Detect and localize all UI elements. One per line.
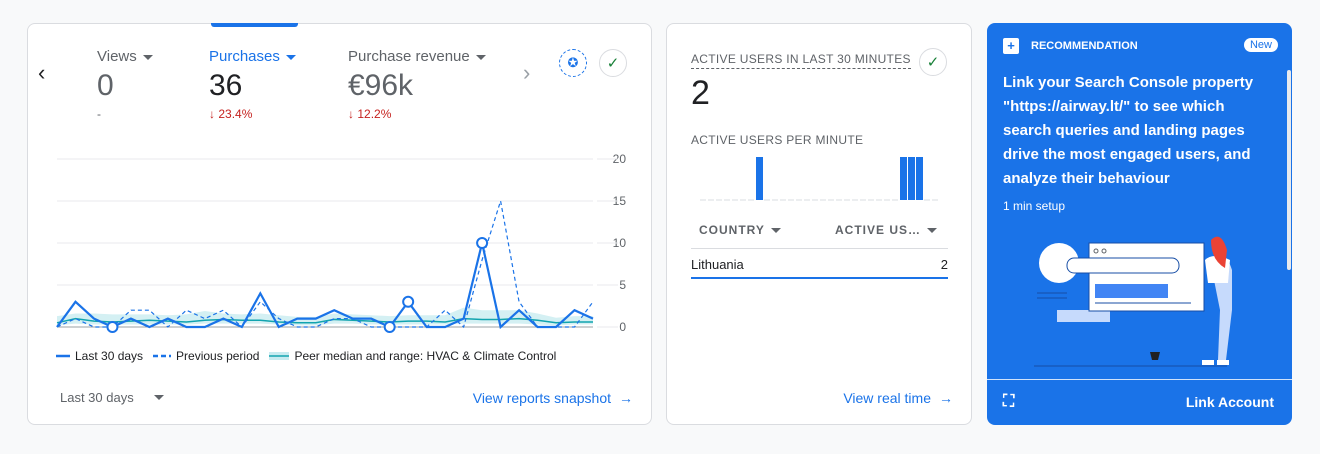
- peer-median-line: [56, 317, 593, 324]
- metric-value: 36: [209, 69, 243, 102]
- metric-views[interactable]: Views 0 -: [97, 48, 153, 121]
- arrow-right-icon: →: [619, 390, 633, 406]
- metric-change: 23.4%: [218, 107, 253, 121]
- metric-change: -: [97, 107, 101, 121]
- link-account-button[interactable]: Link Account: [1185, 394, 1274, 410]
- legend-peer: Peer median and range: HVAC & Climate Co…: [269, 349, 556, 363]
- caret-down-icon: [475, 54, 486, 60]
- caret-down-icon: [770, 227, 781, 233]
- previous-period-line: [56, 200, 594, 329]
- x-tick-label: 15: [445, 332, 459, 334]
- y-tick-label: 20: [613, 152, 627, 166]
- minute-bar: [756, 157, 763, 200]
- x-tick-label: 08: [316, 332, 330, 334]
- y-tick-label: 5: [619, 278, 626, 292]
- data-point-marker: [402, 295, 415, 308]
- metric-change: 12.2%: [357, 107, 392, 121]
- recommendation-icon: +: [1003, 38, 1019, 54]
- y-tick-label: 0: [619, 320, 626, 334]
- data-point-marker: [106, 321, 119, 333]
- per-minute-chart: [700, 157, 938, 201]
- x-tick-label: 01: [186, 332, 200, 334]
- users-cell: 2: [940, 257, 948, 272]
- legend-previous: Previous period: [153, 349, 259, 363]
- legend-current: Last 30 days: [56, 349, 143, 363]
- arrow-down-icon: ↓: [209, 107, 219, 121]
- date-range-select[interactable]: Last 30 days: [60, 390, 164, 405]
- data-point-marker: [476, 237, 489, 249]
- per-minute-label: ACTIVE USERS PER MINUTE: [691, 133, 864, 147]
- expand-icon[interactable]: ⛶: [1003, 393, 1015, 410]
- caret-down-icon: [285, 54, 296, 60]
- setup-time: 1 min setup: [1003, 199, 1066, 213]
- minute-bar: [908, 157, 915, 200]
- metric-purchase-revenue[interactable]: Purchase revenue €96k ↓ 12.2%: [348, 48, 486, 121]
- active-tab-indicator: [211, 23, 298, 27]
- arrow-right-icon: →: [939, 390, 953, 406]
- caret-down-icon: [153, 395, 164, 400]
- recommendation-card: + RECOMMENDATION New Link your Search Co…: [987, 23, 1292, 425]
- caret-down-icon: [927, 227, 938, 233]
- recommendation-text: Link your Search Console property "https…: [1003, 74, 1254, 187]
- metric-label: Purchase revenue: [348, 48, 470, 65]
- last-30-days-line: [56, 242, 594, 330]
- y-tick-label: 15: [613, 194, 627, 208]
- medal-icon[interactable]: ✪: [559, 49, 587, 77]
- metric-label: Purchases: [209, 48, 280, 65]
- country-cell: Lithuania: [691, 257, 744, 272]
- link-label: View real time: [843, 390, 931, 406]
- legend-label: Previous period: [176, 349, 260, 363]
- realtime-title[interactable]: ACTIVE USERS IN LAST 30 MINUTES: [691, 52, 911, 69]
- link-label: View reports snapshot: [472, 390, 611, 406]
- check-circle-icon[interactable]: ✓: [599, 49, 627, 77]
- table-row: Lithuania 2: [691, 257, 948, 279]
- arrow-down-icon: ↓: [348, 107, 358, 121]
- legend-label: Peer median and range: HVAC & Climate Co…: [294, 349, 557, 363]
- chart-legend: Last 30 days Previous period Peer median…: [56, 349, 556, 363]
- column-country[interactable]: COUNTRY: [699, 223, 781, 237]
- new-badge: New: [1243, 38, 1278, 52]
- recommendation-label: RECOMMENDATION: [1031, 40, 1138, 52]
- scrollbar[interactable]: [1287, 70, 1291, 270]
- dashed-line-icon: [153, 354, 172, 358]
- realtime-card: ACTIVE USERS IN LAST 30 MINUTES ✓ 2 ACTI…: [666, 23, 972, 425]
- view-real-time-link[interactable]: View real time →: [843, 390, 953, 406]
- column-active-users[interactable]: ACTIVE US…: [835, 223, 938, 237]
- date-range-label: Last 30 days: [60, 390, 134, 405]
- x-tick-label: 22: [575, 332, 589, 334]
- check-circle-icon[interactable]: ✓: [919, 48, 947, 76]
- data-point-marker: [383, 321, 396, 333]
- column-label: COUNTRY: [699, 223, 765, 237]
- metric-value: 0: [97, 69, 114, 102]
- purchases-chart: 0510152022Feb01Mar081522: [56, 152, 627, 334]
- column-label: ACTIVE US…: [835, 223, 922, 237]
- caret-down-icon: [142, 54, 153, 60]
- solid-line-icon: [56, 354, 70, 358]
- band-icon: [269, 352, 290, 360]
- active-users-value: 2: [691, 74, 710, 112]
- legend-label: Last 30 days: [75, 349, 144, 363]
- view-reports-snapshot-link[interactable]: View reports snapshot →: [473, 390, 633, 406]
- chevron-left-icon[interactable]: ‹: [38, 60, 46, 85]
- search-console-illustration: [1034, 236, 1232, 367]
- minute-bar: [916, 157, 923, 200]
- metric-value: €96k: [348, 69, 414, 102]
- chevron-right-icon[interactable]: ›: [523, 60, 531, 85]
- y-tick-label: 10: [613, 236, 627, 250]
- minute-bar: [900, 157, 907, 200]
- metric-label: Views: [97, 48, 137, 65]
- metric-purchases[interactable]: Purchases 36 ↓ 23.4%: [209, 48, 296, 121]
- snapshot-card: ‹ Views 0 - Purchases 36 ↓ 23.4% Purchas…: [27, 23, 652, 425]
- x-tick-label: 22: [57, 332, 71, 334]
